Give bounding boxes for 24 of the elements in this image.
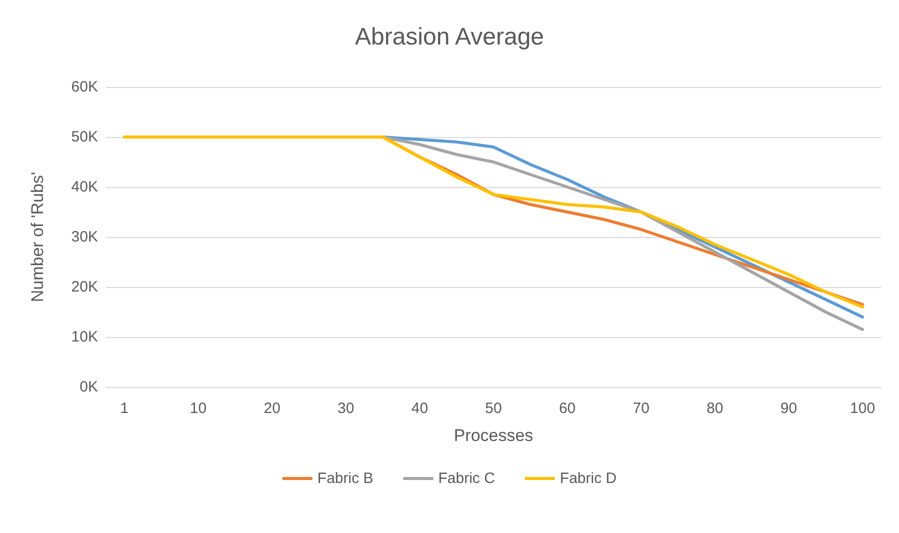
x-tick-label: 70 (632, 400, 650, 417)
x-tick-label: 50 (485, 400, 502, 417)
x-axis-title: Processes (454, 426, 534, 445)
x-tick-label: 30 (338, 400, 354, 417)
y-axis-title: Number of 'Rubs' (28, 172, 47, 302)
x-tick-label: 60 (558, 400, 576, 417)
legend-label: Fabric D (560, 470, 617, 487)
y-tick-label: 20K (71, 278, 98, 296)
legend-label: Fabric B (317, 470, 374, 487)
x-tick-label: 40 (411, 400, 428, 417)
x-tick-label: 100 (850, 400, 876, 417)
chart-title: Abrasion Average (354, 24, 544, 50)
y-tick-label: 50K (71, 128, 98, 146)
x-tick-label: 10 (190, 400, 207, 417)
y-tick-label: 0K (80, 378, 98, 396)
x-tick-label: 20 (264, 400, 280, 417)
y-tick-label: 40K (71, 178, 98, 196)
legend-label: Fabric C (438, 470, 496, 487)
y-tick-label: 60K (71, 78, 98, 96)
x-tick-label: 90 (780, 400, 798, 417)
x-tick-label: 1 (120, 400, 129, 417)
x-tick-label: 80 (706, 400, 724, 417)
y-tick-label: 30K (71, 228, 98, 246)
y-tick-label: 10K (71, 328, 98, 346)
